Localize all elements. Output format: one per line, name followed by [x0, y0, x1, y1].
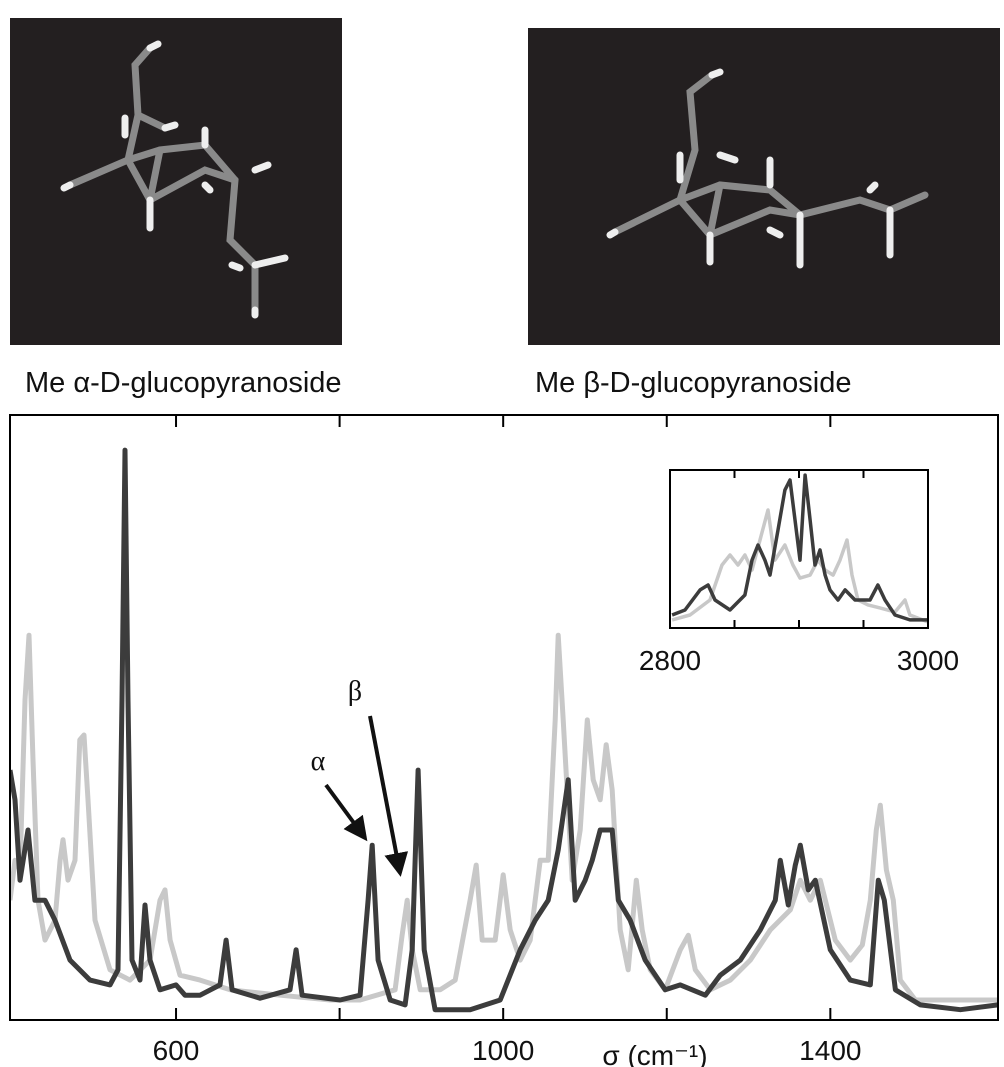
- x-tick-label: 2800: [639, 645, 701, 676]
- annotation-arrow: [324, 783, 368, 842]
- spectrum-line: [671, 473, 928, 622]
- series-label: β: [348, 676, 362, 707]
- spectrum-line: [10, 632, 998, 1003]
- plot: [671, 473, 928, 624]
- series-label: α: [311, 746, 326, 777]
- spectrum-line: [10, 447, 998, 1013]
- spectrum-line: [671, 508, 928, 624]
- molecule-label: Me α-D-glucopyranoside: [25, 367, 342, 399]
- x-tick-label: 1000: [472, 1035, 534, 1066]
- plot: [10, 447, 998, 1013]
- axes-frame: [669, 469, 929, 629]
- axes-frame: [9, 414, 999, 1021]
- annotation-arrow: [368, 715, 409, 877]
- x-tick-label: 3000: [897, 645, 959, 676]
- molecule-label: Me β-D-glucopyranoside: [535, 367, 851, 399]
- x-tick-label: 1400: [799, 1035, 861, 1066]
- molecule-beta: [528, 28, 1000, 345]
- molecule-alpha: [10, 18, 342, 345]
- x-tick-label: 600: [153, 1035, 200, 1066]
- x-axis-label: σ (cm⁻¹): [602, 1040, 707, 1067]
